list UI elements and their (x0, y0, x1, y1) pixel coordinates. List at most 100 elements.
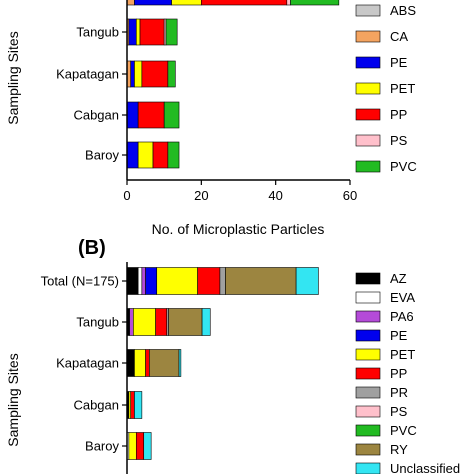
bar-segment-pe-total (134, 0, 172, 6)
category-label-baroy: Baroy (85, 148, 119, 163)
panel-b-bars (126, 267, 319, 460)
legend-label-ca: CA (390, 29, 408, 44)
legend-label-pvc: PVC (390, 423, 417, 438)
legend-swatch-ry (355, 443, 381, 456)
bar-segment-unclassified-cabgan (134, 391, 143, 419)
legend-swatch-pr (355, 386, 381, 399)
category-label-cabgan: Cabgan (73, 108, 119, 123)
panel-b-category-labels: Total (N=175) Tangub Kapatagan Cabgan Baroy (41, 274, 127, 454)
legend-swatch-pe (355, 329, 381, 342)
bar-segment-pet-kapatagan (134, 60, 143, 88)
x-tick-label-0: 0 (123, 188, 130, 203)
legend-swatch-ps (355, 134, 381, 147)
bar-segment-pp-tangub (139, 18, 165, 46)
legend-label-pet: PET (390, 81, 415, 96)
legend-label-pe: PE (390, 328, 408, 343)
panel-b-legend: AZ EVA PA6 PE PET PP PR PS PVC RY Unclassified (355, 271, 460, 474)
bar-segment-pp-baroy (152, 141, 169, 169)
legend-swatch-pvc (355, 424, 381, 437)
legend-swatch-pet (355, 348, 381, 361)
legend-label-abs: ABS (390, 3, 416, 18)
bar-segment-pvc-total (290, 0, 340, 6)
legend-swatch-az (355, 272, 381, 285)
bar-segment-pet-kapatagan (134, 349, 146, 377)
bar-segment-eva-total-n-175 (137, 267, 143, 295)
bar-segment-ps-total (286, 0, 291, 6)
panel-a-legend: ABS CA PE PET PP PS PVC (355, 3, 417, 174)
bar-segment-ry-total-n-175 (225, 267, 297, 295)
legend-label-unclassified: Unclassified (390, 461, 460, 474)
legend-label-ry: RY (390, 442, 408, 457)
category-label-kapatagan: Kapatagan (56, 67, 119, 82)
bar-segment-pet-baroy (137, 141, 154, 169)
x-tick-label-60: 60 (343, 188, 357, 203)
bar-segment-unclassified-baroy (143, 432, 152, 460)
legend-swatch-unclassified (355, 462, 381, 474)
bar-segment-ca-total (126, 0, 135, 6)
legend-label-ps: PS (390, 133, 408, 148)
legend-swatch-eva (355, 291, 381, 304)
legend-label-pp: PP (390, 107, 407, 122)
bar-segment-pe-kapatagan (130, 60, 135, 88)
bar-segment-pa6-tangub (129, 308, 134, 336)
bar-segment-az-kapatagan (126, 349, 135, 377)
bar-segment-ry-kapatagan (149, 349, 180, 377)
legend-label-pa6: PA6 (390, 309, 414, 324)
bar-segment-unclassified-total-n-175 (295, 267, 319, 295)
legend-swatch-pe (355, 56, 381, 69)
bar-segment-pp-cabgan (130, 391, 135, 419)
bar-segment-pet-total-n-175 (156, 267, 198, 295)
bar-segment-pet-baroy (128, 432, 137, 460)
bar-segment-pe-cabgan (126, 101, 139, 129)
bar-segment-pet-total (171, 0, 202, 6)
bar-segment-pvc-cabgan (163, 101, 180, 129)
bar-segment-pp-total-n-175 (197, 267, 221, 295)
panel-a-y-axis-label: Sampling Sites (5, 31, 21, 124)
legend-swatch-abs (355, 4, 381, 17)
category-label-cabgan: Cabgan (73, 398, 119, 413)
bar-segment-pe-tangub (128, 18, 137, 46)
bar-segment-pp-tangub (155, 308, 168, 336)
bar-segment-pp-total (201, 0, 288, 6)
bar-segment-ry-tangub (168, 308, 203, 336)
bar-segment-pet-tangub (135, 18, 141, 46)
panel-a-category-labels: TotalTangubKapataganCabganBaroy (56, 25, 127, 163)
bar-segment-pa6-total-n-175 (141, 267, 146, 295)
legend-label-pe: PE (390, 55, 408, 70)
panel-b-label: (B) (78, 237, 106, 259)
legend-swatch-pet (355, 82, 381, 95)
x-tick-label-40: 40 (268, 188, 282, 203)
panel-a-bars (126, 0, 340, 169)
bar-segment-pe-baroy (126, 141, 139, 169)
legend-label-pp: PP (390, 366, 407, 381)
bar-segment-pvc-tangub (165, 18, 178, 46)
legend-label-pvc: PVC (390, 159, 417, 174)
legend-swatch-pp (355, 367, 381, 380)
panel-a-x-axis-label: No. of Microplastic Particles (152, 221, 325, 237)
bar-segment-pp-cabgan (137, 101, 165, 129)
panel-a-ticks: 0 20 40 60 (123, 180, 357, 203)
bar-segment-az-total-n-175 (126, 267, 139, 295)
bar-segment-pp-kapatagan (145, 349, 150, 377)
legend-swatch-pa6 (355, 310, 381, 323)
legend-label-ps: PS (390, 404, 408, 419)
category-label-tangub: Tangub (76, 25, 119, 40)
legend-label-pr: PR (390, 385, 408, 400)
legend-swatch-pp (355, 108, 381, 121)
category-label-kapatagan: Kapatagan (56, 356, 119, 371)
category-label-baroy: Baroy (85, 439, 119, 454)
bar-segment-unclassified-kapatagan (178, 349, 182, 377)
bar-segment-pp-baroy (135, 432, 145, 460)
bar-segment-pet-tangub (133, 308, 156, 336)
legend-label-az: AZ (390, 271, 407, 286)
legend-swatch-pvc (355, 160, 381, 173)
x-tick-label-20: 20 (194, 188, 208, 203)
bar-segment-pvc-baroy (167, 141, 180, 169)
bar-segment-pe-total-n-175 (145, 267, 158, 295)
bar-segment-pp-kapatagan (141, 60, 169, 88)
panel-b-chart: (B) Total (N=175) Tangub Kapatagan Cabgan Ba… (5, 237, 460, 474)
category-label-tangub: Tangub (76, 315, 119, 330)
panel-b-y-axis-label: Sampling Sites (5, 353, 21, 446)
